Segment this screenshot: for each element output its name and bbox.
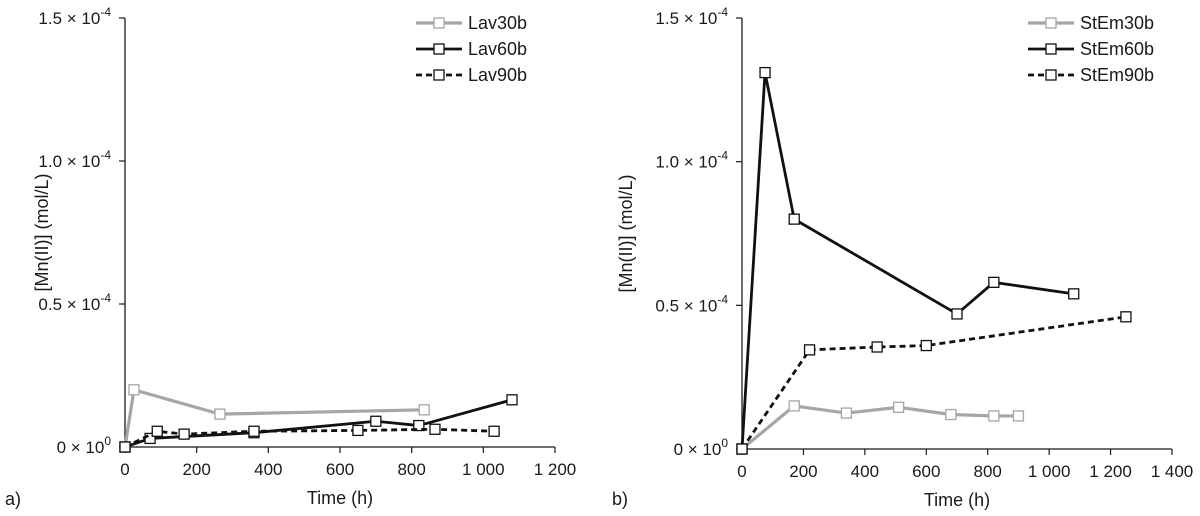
data-point [506,394,518,406]
series-line [124,398,513,449]
series-StEm90b [736,311,1132,455]
legend-marker [1045,17,1057,29]
legend-label: StEm30b [1080,13,1154,33]
data-point [413,419,425,432]
y-tick-label: 1.0 × 10-4 [38,148,111,171]
data-point [429,423,441,435]
data-point [871,341,883,353]
data-point [759,66,771,79]
data-point [370,415,382,427]
x-axis-label: Time (h) [924,490,990,510]
legend-entry: Lav30b [416,13,527,33]
legend-marker [433,43,445,55]
series-Lav30b [119,384,430,453]
panel-label: b) [612,489,628,509]
y-tick-label: 0.5 × 10-4 [655,292,728,315]
series-StEm60b [736,66,1080,455]
series-line [740,315,1127,450]
data-point [803,344,816,356]
data-point [1120,311,1132,323]
x-tick-label: 800 [974,462,1002,481]
y-tick-label: 1.0 × 10-4 [655,149,728,172]
y-tick-label: 1.5 × 10-4 [655,5,728,28]
legend-label: StEm60b [1080,39,1154,59]
legend-marker [1045,43,1057,55]
y-axis-label: [Mn(II)] (mol/L) [616,174,636,292]
legend-label: Lav30b [468,13,527,33]
legend-entry: Lav90b [416,65,527,85]
y-tick-label: 0 × 100 [674,436,729,459]
x-tick-label: 200 [789,462,817,481]
x-tick-label: 0 [120,460,129,479]
legend-entry: Lav60b [416,39,527,59]
x-tick-label: 800 [397,460,425,479]
data-point [1012,410,1025,422]
data-point [178,428,190,440]
data-point [1068,288,1080,300]
y-tick-label: 0.5 × 10-4 [38,291,111,314]
legend-label: StEm90b [1080,65,1154,85]
data-point [488,425,500,437]
y-tick-label: 1.5 × 10-4 [38,5,111,28]
data-point [988,276,1000,288]
x-tick-label: 600 [912,462,940,481]
x-tick-label: 200 [182,460,210,479]
legend-marker [433,69,445,81]
legend-label: Lav60b [468,39,527,59]
series-line [740,404,1019,451]
y-axis-label: [Mn(II)] (mol/L) [32,173,52,291]
x-tick-label: 1 200 [534,460,577,479]
x-tick-label: 1 200 [1089,462,1132,481]
data-point [119,441,131,453]
x-tick-label: 0 [737,462,746,481]
panel-label: a) [5,489,21,509]
data-point [920,339,932,352]
data-point [951,308,963,320]
x-tick-label: 1 400 [1151,462,1194,481]
data-point [788,400,800,412]
data-point [892,401,905,413]
legend-marker [1045,69,1057,81]
x-tick-label: 400 [254,460,282,479]
data-point [945,408,957,421]
series-Lav90b [119,423,500,453]
y-tick-label: 0 × 100 [57,434,112,457]
data-point [248,425,260,437]
data-point [788,213,800,225]
x-tick-label: 600 [326,460,354,479]
data-point [352,424,364,437]
series-line [123,388,425,448]
data-point [151,425,163,437]
data-point [418,404,430,416]
data-point [988,410,1000,422]
series-StEm30b [736,400,1025,455]
x-tick-label: 1 000 [462,460,505,479]
legend-entry: StEm60b [1028,39,1154,59]
x-tick-label: 400 [851,462,879,481]
x-axis-label: Time (h) [307,488,373,508]
data-point [840,407,853,419]
legend-marker [433,17,445,29]
data-point [214,408,226,420]
legend-entry: StEm30b [1028,13,1154,33]
legend-entry: StEm90b [1028,65,1154,85]
x-tick-label: 1 000 [1028,462,1071,481]
series-line [740,71,1074,450]
data-point [128,384,140,396]
data-point [736,443,748,455]
legend-label: Lav90b [468,65,527,85]
